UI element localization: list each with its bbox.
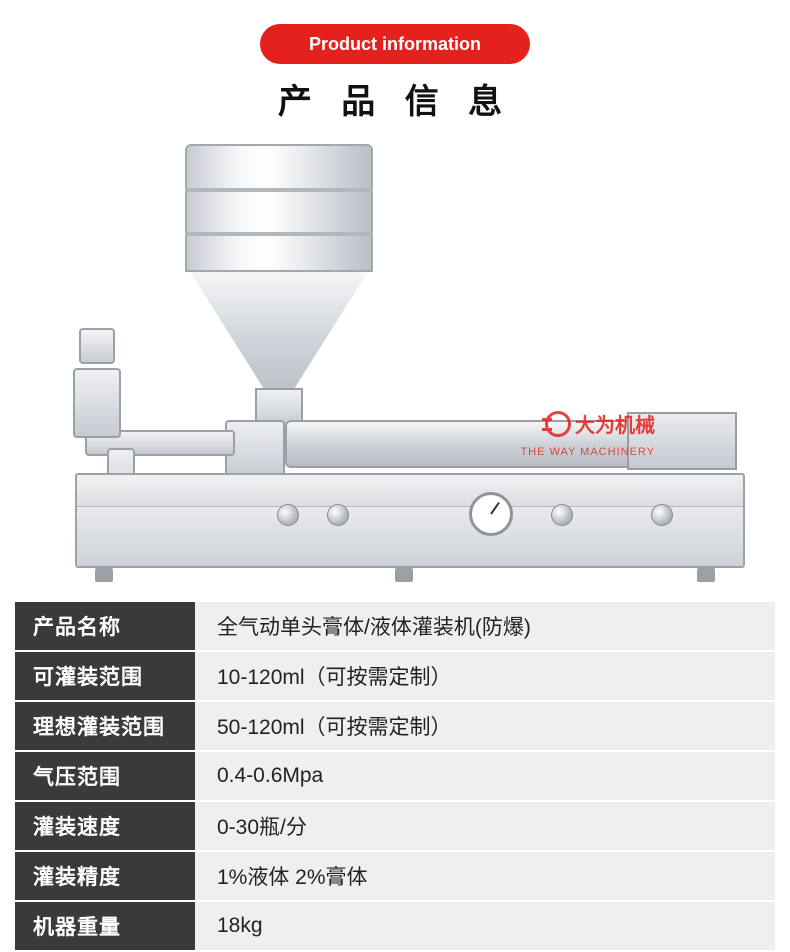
hopper-cylinder: [185, 144, 373, 272]
product-info-badge: Product information: [260, 24, 530, 64]
control-knob: [551, 504, 573, 526]
table-row: 灌装速度 0-30瓶/分: [15, 802, 775, 852]
machine-base: [75, 473, 745, 568]
title-chinese: 产 品 信 息: [0, 74, 790, 123]
spec-label: 灌装速度: [15, 802, 195, 850]
control-knob: [651, 504, 673, 526]
spec-value: 50-120ml（可按需定制）: [195, 702, 775, 750]
spec-label: 机器重量: [15, 902, 195, 950]
spec-value: 全气动单头膏体/液体灌装机(防爆): [195, 602, 775, 650]
spec-value: 10-120ml（可按需定制）: [195, 652, 775, 700]
brand-logo-icon: [545, 411, 571, 437]
spec-label: 可灌装范围: [15, 652, 195, 700]
brand-watermark: 大为机械: [545, 409, 655, 438]
spec-value: 0-30瓶/分: [195, 802, 775, 850]
brand-name-en: THE WAY MACHINERY: [520, 446, 655, 458]
hopper-funnel: [189, 270, 369, 390]
hopper-band: [185, 188, 373, 192]
page: Product information 产 品 信 息 大为机械 THE W: [0, 0, 790, 952]
brand-name-cn: 大为机械: [575, 409, 655, 438]
spec-label: 灌装精度: [15, 852, 195, 900]
spec-value: 0.4-0.6Mpa: [195, 752, 775, 800]
table-row: 理想灌装范围 50-120ml（可按需定制）: [15, 702, 775, 752]
spec-value: 1%液体 2%膏体: [195, 852, 775, 900]
valve-head: [79, 328, 115, 364]
machine-foot: [697, 568, 715, 582]
control-knob: [277, 504, 299, 526]
base-front-panel: [77, 506, 743, 566]
machine-foot: [395, 568, 413, 582]
manifold: [73, 368, 121, 438]
table-row: 产品名称 全气动单头膏体/液体灌装机(防爆): [15, 602, 775, 652]
hopper-band: [185, 232, 373, 236]
spec-label: 产品名称: [15, 602, 195, 650]
spec-value: 18kg: [195, 902, 775, 950]
machine-foot: [95, 568, 113, 582]
control-knob: [327, 504, 349, 526]
table-row: 气压范围 0.4-0.6Mpa: [15, 752, 775, 802]
spec-table: 产品名称 全气动单头膏体/液体灌装机(防爆) 可灌装范围 10-120ml（可按…: [15, 602, 775, 952]
spec-label: 气压范围: [15, 752, 195, 800]
table-row: 灌装精度 1%液体 2%膏体: [15, 852, 775, 902]
table-row: 可灌装范围 10-120ml（可按需定制）: [15, 652, 775, 702]
product-image: 大为机械 THE WAY MACHINERY: [15, 133, 775, 588]
spec-label: 理想灌装范围: [15, 702, 195, 750]
table-row: 机器重量 18kg: [15, 902, 775, 952]
pressure-gauge-icon: [469, 492, 513, 536]
